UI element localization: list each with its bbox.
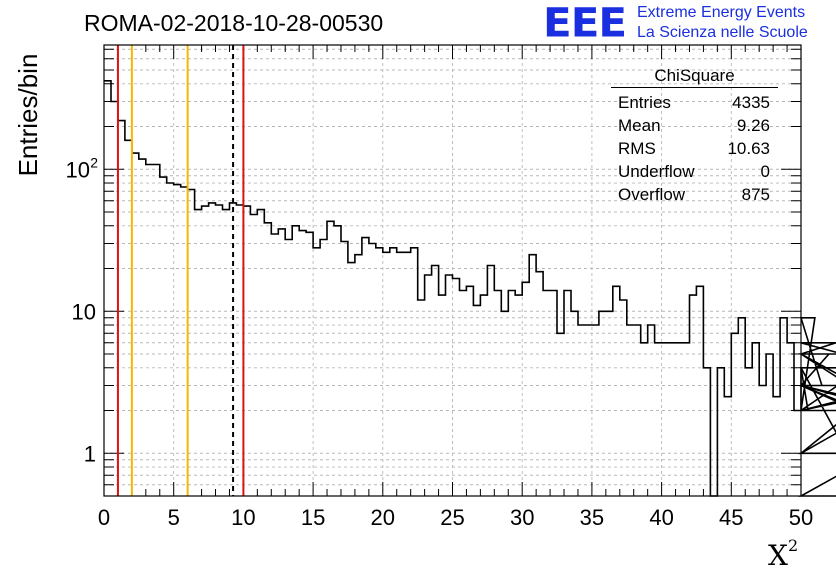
stats-title: ChiSquare [611, 66, 778, 88]
x-tick-label: 50 [789, 505, 813, 530]
chart-title: ROMA-02-2018-10-28-00530 [84, 10, 384, 36]
histogram-line [104, 80, 836, 497]
stats-label: RMS [618, 139, 656, 158]
logo-caption-line1: Extreme Energy Events [637, 4, 806, 21]
stats-box: ChiSquare Entries 4335 Mean 9.26 RMS 10.63 … [611, 66, 778, 206]
stats-value: 9.26 [736, 116, 770, 135]
stats-label: Mean [618, 116, 661, 135]
reference-lines [116, 45, 245, 496]
y-axis-label: Entries/bin [13, 53, 43, 177]
grid-lines [104, 45, 801, 497]
x-tick-label: 45 [719, 505, 743, 530]
stats-value: 875 [741, 185, 770, 204]
stats-row-underflow: Underflow 0 [611, 160, 778, 183]
x-tick-label: 15 [301, 505, 325, 530]
stats-row-entries: Entries 4335 [611, 91, 778, 114]
stats-value: 0 [760, 162, 770, 181]
stats-label: Overflow [618, 185, 686, 204]
y-tick-label-exponent: 2 [90, 154, 98, 170]
x-axis-label: X2 [768, 536, 798, 572]
x-axis-label-superscript: 2 [787, 536, 799, 555]
x-tick-label: 10 [231, 505, 255, 530]
stats-row-overflow: Overflow 875 [611, 183, 778, 206]
y-tick-label: 1 [84, 441, 96, 466]
x-tick-label: 40 [649, 505, 673, 530]
stats-value: 4335 [732, 93, 770, 112]
eee-logo: EEE [543, 0, 627, 46]
x-tick-label: 35 [580, 505, 604, 530]
y-tick-label: 10 [66, 157, 90, 182]
stats-label: Entries [618, 93, 671, 112]
x-axis-label-base: X [768, 539, 788, 572]
y-tick-label: 10 [72, 299, 96, 324]
logo-caption: Extreme Energy Events La Scienza nelle S… [637, 3, 808, 43]
x-tick-label: 0 [98, 505, 110, 530]
x-tick-label: 30 [510, 505, 534, 530]
stats-row-mean: Mean 9.26 [611, 114, 778, 137]
logo-caption-line2: La Scienza nelle Scuole [637, 24, 808, 41]
x-tick-label: 20 [371, 505, 395, 530]
histogram-series [104, 80, 836, 497]
plot-frame [103, 44, 802, 497]
stats-row-rms: RMS 10.63 [611, 137, 778, 160]
x-tick-label: 5 [168, 505, 180, 530]
x-tick-label: 25 [440, 505, 464, 530]
stats-value: 10.63 [727, 139, 770, 158]
x-tick-labels: 0 5 10 15 20 25 30 35 40 45 50 [98, 505, 813, 530]
stats-label: Underflow [618, 162, 695, 181]
